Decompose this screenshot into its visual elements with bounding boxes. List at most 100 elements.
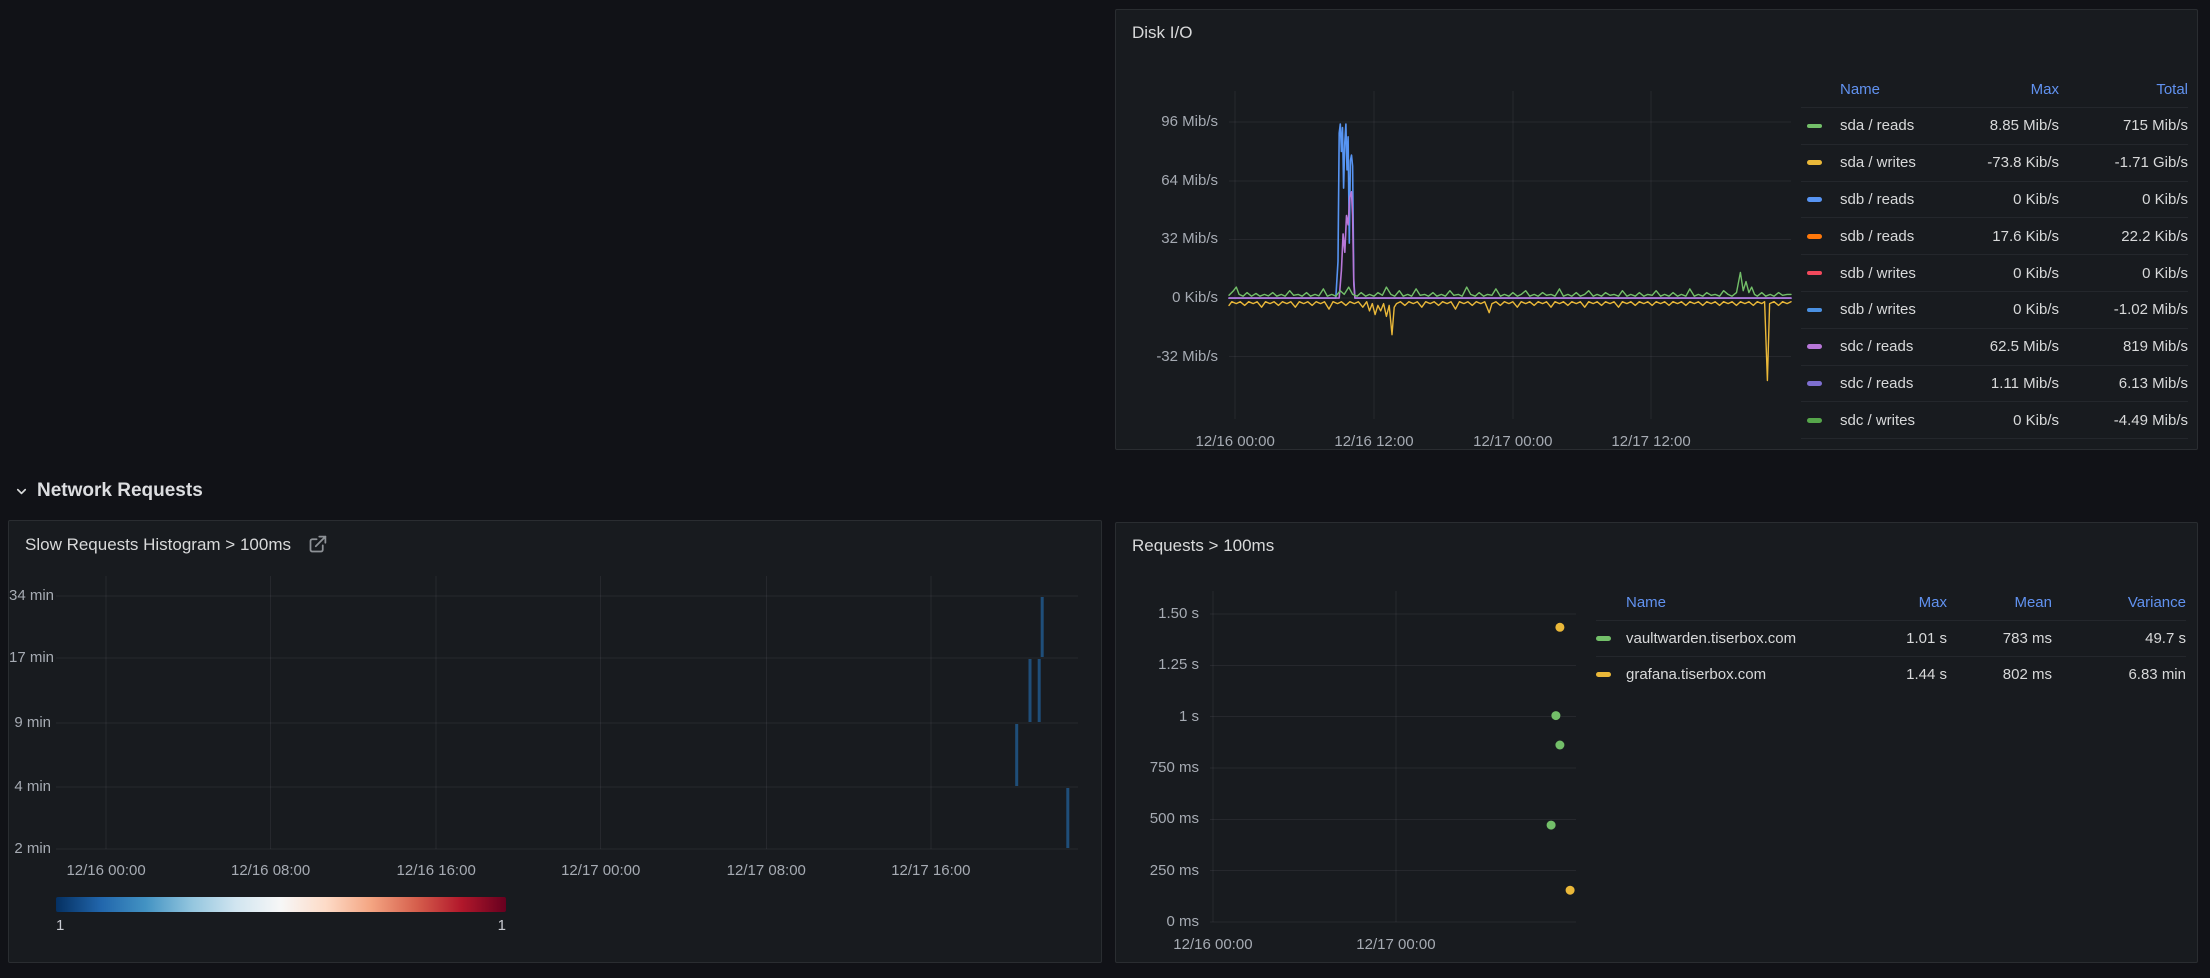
external-link-icon[interactable] (307, 534, 328, 555)
histogram-panel-title[interactable]: Slow Requests Histogram > 100ms (25, 534, 328, 555)
scatter-point[interactable] (1555, 622, 1565, 632)
y-axis-tick: 250 ms (1149, 861, 1199, 879)
legend-header-mean[interactable]: Mean (2014, 593, 2052, 611)
legend-series-name: sda / writes (1840, 154, 1916, 172)
section-row-network-requests[interactable]: Network Requests (14, 480, 203, 502)
y-axis-tick: 64 Mib/s (1161, 171, 1218, 189)
legend-value-total: 0 Kib/s (2142, 190, 2188, 208)
x-axis-tick: 12/17 00:00 (1356, 936, 1436, 953)
panel-title-text: Disk I/O (1132, 23, 1193, 42)
x-axis-tick: 12/17 12:00 (1611, 433, 1691, 450)
legend-row[interactable]: sdc / writes 0 Kib/s-2.05 Mib/s (1801, 438, 2188, 450)
panel-title-text: Slow Requests Histogram > 100ms (25, 534, 291, 554)
scatter-point[interactable] (1555, 740, 1565, 750)
legend-row[interactable]: sda / reads 8.85 Mib/s 715 Mib/s (1801, 107, 2188, 144)
section-title: Network Requests (37, 480, 203, 501)
requests-panel-title[interactable]: Requests > 100ms (1132, 536, 1274, 556)
legend-row[interactable]: vaultwarden.tiserbox.com 1.01 s 783 ms 49.7… (1596, 620, 2186, 656)
disk-io-panel-title[interactable]: Disk I/O (1132, 23, 1192, 43)
heatmap-cell (1028, 659, 1032, 722)
legend-value-mean: 802 ms (2002, 666, 2052, 683)
legend-name-cell: sdc / writes (1801, 412, 1944, 429)
histogram-plot[interactable] (56, 576, 1078, 850)
panel-title-text: Requests > 100ms (1132, 536, 1275, 555)
legend-value-total: 715 Mib/s (2122, 117, 2188, 135)
disk-io-legend: Name Max Total sda / reads 8.85 Mib/s 715 Mib… (1801, 71, 2188, 450)
legend-header-name[interactable]: Name (1840, 80, 1881, 98)
legend-header-max[interactable]: Max (1918, 593, 1947, 611)
legend-name-cell: vaultwarden.tiserbox.com (1596, 630, 1847, 647)
heatmap-cell (1066, 788, 1070, 848)
heatmap-cell (1037, 659, 1041, 722)
legend-series-name: sdc / reads (1840, 374, 1914, 392)
y-axis-tick: 0 Kib/s (1172, 289, 1218, 307)
legend-value-max: -73.8 Kib/s (1987, 154, 2059, 172)
requests-panel: Requests > 100ms Name Max Mean Variance vaul… (1115, 522, 2198, 963)
legend-series-name: sdb / reads (1840, 227, 1915, 245)
y-axis-tick: 32 Mib/s (1161, 230, 1218, 248)
legend-value-max: 0 Kib/s (1944, 449, 2059, 450)
legend-value-max: 8.85 Mib/s (1989, 117, 2059, 135)
legend-name-cell: sda / reads (1801, 117, 1944, 134)
series-color-swatch (1807, 160, 1822, 165)
y-axis-tick: 750 ms (1149, 758, 1199, 776)
disk-io-plot[interactable] (1228, 91, 1792, 419)
scatter-point[interactable] (1565, 885, 1575, 895)
x-axis-tick: 12/17 00:00 (1473, 433, 1553, 450)
series-line-series-blue-spike (1228, 123, 1792, 299)
heatmap-cell (1040, 597, 1044, 657)
legend-value-total: -1.02 Mib/s (2113, 301, 2188, 319)
x-axis-tick: 12/17 00:00 (561, 862, 641, 879)
series-color-swatch (1807, 123, 1822, 129)
legend-row[interactable]: sda / writes -73.8 Kib/s -1.71 Gib/s (1801, 143, 2188, 181)
legend-value-total: -2.05 Mib/s (2059, 449, 2188, 450)
colorbar-min-label: 1 (56, 917, 65, 934)
legend-row[interactable]: sdc / writes 0 Kib/s -4.49 Mib/s (1801, 401, 2188, 438)
legend-row[interactable]: sdc / reads 1.11 Mib/s 6.13 Mib/s (1801, 364, 2188, 402)
series-line-series-green (1228, 271, 1792, 297)
legend-series-name: sdb / writes (1840, 264, 1916, 282)
y-axis-tick: 1 s (1178, 707, 1199, 725)
legend-header-row: Name Max Total (1801, 71, 2188, 107)
y-axis-tick: 34 min (9, 587, 55, 604)
y-axis-tick: 2 min (14, 840, 51, 857)
chevron-down-icon (16, 488, 27, 494)
legend-header-max[interactable]: Max (2030, 80, 2059, 98)
legend-row[interactable]: grafana.tiserbox.com 1.44 s 802 ms 6.83 min (1596, 656, 2186, 692)
legend-row[interactable]: sdc / reads 62.5 Mib/s 819 Mib/s (1801, 327, 2188, 365)
legend-series-name: sdc / writes (1840, 411, 1916, 429)
legend-series-name: sdb / writes (1840, 301, 1916, 319)
series-color-swatch (1807, 197, 1822, 202)
legend-series-name: sdc / reads (1840, 338, 1914, 356)
series-color-swatch (1807, 418, 1822, 423)
requests-plot[interactable] (1210, 591, 1576, 923)
slow-requests-histogram-panel: Slow Requests Histogram > 100ms 1 1 34 m… (8, 520, 1102, 963)
legend-header-row: Name Max Mean Variance (1596, 584, 2186, 620)
legend-value-max: 0 Kib/s (2013, 411, 2059, 429)
legend-header-name[interactable]: Name (1626, 593, 1667, 611)
x-axis-tick: 12/16 00:00 (66, 862, 146, 879)
legend-name-cell: sdc / reads (1801, 338, 1944, 355)
disk-io-panel: Disk I/O Name Max Total sda / reads 8.85 Mib… (1115, 9, 2198, 450)
scatter-point[interactable] (1551, 711, 1561, 721)
legend-value-max: 1.11 Mib/s (1990, 374, 2059, 392)
legend-row[interactable]: sdb / writes 0 Kib/s -1.02 Mib/s (1801, 290, 2188, 328)
requests-legend: Name Max Mean Variance vaultwarden.tiserbox.… (1596, 584, 2186, 692)
legend-row[interactable]: sdb / writes 0 Kib/s 0 Kib/s (1801, 254, 2188, 291)
legend-row[interactable]: sdb / reads 17.6 Kib/s 22.2 Kib/s (1801, 217, 2188, 254)
y-axis-tick: 9 min (14, 714, 51, 731)
legend-value-max: 0 Kib/s (2013, 264, 2059, 282)
x-axis-tick: 12/16 12:00 (1334, 433, 1414, 450)
series-color-swatch (1807, 270, 1822, 276)
y-axis-tick: 1.25 s (1158, 656, 1199, 674)
scatter-point[interactable] (1546, 820, 1556, 830)
legend-value-total: 819 Mib/s (2122, 338, 2188, 356)
legend-header-total[interactable]: Total (2156, 80, 2188, 98)
legend-row[interactable]: sdb / reads 0 Kib/s 0 Kib/s (1801, 180, 2188, 218)
legend-value-variance: 49.7 s (2145, 630, 2186, 647)
legend-name-cell: sdc / reads (1801, 375, 1944, 392)
legend-value-max: 0 Kib/s (2013, 190, 2059, 208)
legend-header-variance[interactable]: Variance (2127, 593, 2186, 611)
legend-value-total: 0 Kib/s (2142, 264, 2188, 282)
x-axis-tick: 12/16 16:00 (396, 862, 476, 879)
